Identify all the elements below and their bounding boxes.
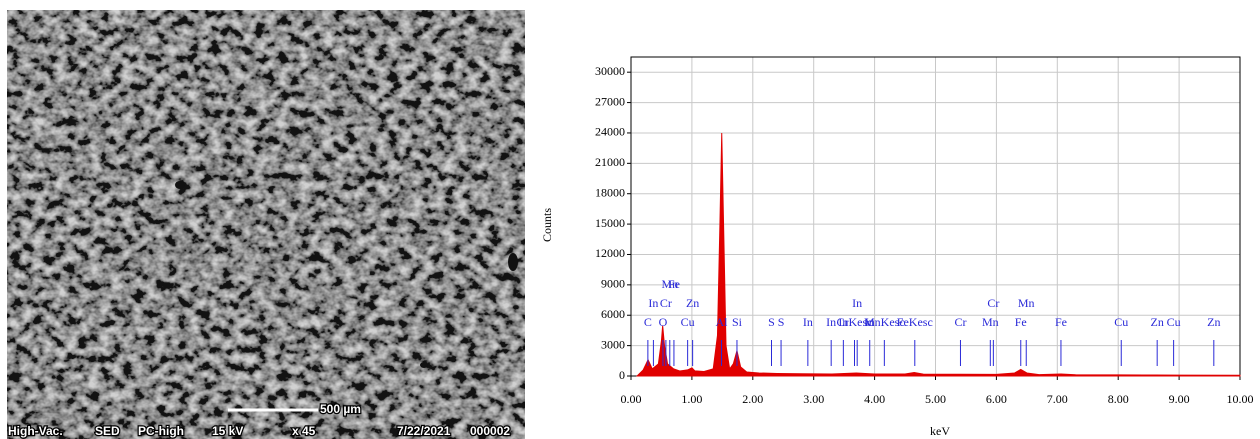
- x-tick-label: 7.00: [1047, 392, 1068, 406]
- x-tick-label: 2.00: [742, 392, 763, 406]
- element-label: In: [865, 315, 875, 329]
- element-label: O: [659, 315, 668, 329]
- element-label: Zn: [686, 296, 699, 310]
- sem-pore: [420, 362, 428, 368]
- element-label: Cu: [1167, 315, 1181, 329]
- x-tick-label: 5.00: [925, 392, 946, 406]
- element-label: In: [852, 296, 862, 310]
- element-label: CrKesc: [837, 315, 873, 329]
- element-label: Si: [732, 315, 743, 329]
- element-label: In: [838, 315, 848, 329]
- y-tick-label: 15000: [595, 216, 625, 230]
- element-label: Cr: [954, 315, 966, 329]
- chart: Counts keV 0 3000 6000 9000 12000 15000 18000 2…: [540, 56, 1254, 438]
- x-tick-label: 0.00: [621, 392, 642, 406]
- element-label: Cr: [660, 296, 672, 310]
- x-tick-label: 8.00: [1108, 392, 1129, 406]
- element-label: In: [648, 296, 658, 310]
- info-bar-item: 000002: [470, 424, 510, 438]
- element-label: Mn: [1018, 296, 1035, 310]
- y-tick-label: 6000: [601, 307, 625, 321]
- element-label: Al: [715, 315, 728, 329]
- info-bar: High-Vac. SED PC-high 15 kV x 45 7/22/2021 000…: [7, 423, 512, 439]
- sem-image: 500 µm High-Vac. SED PC-high 15 kV x 45 7/22/…: [7, 10, 525, 439]
- y-tick-label: 12000: [595, 246, 625, 260]
- y-tick-label: 30000: [595, 64, 625, 78]
- element-label: Fe: [1055, 315, 1067, 329]
- element-label: Mn: [982, 315, 999, 329]
- y-tick-label: 9000: [601, 277, 625, 291]
- sem-pore: [508, 253, 518, 271]
- y-tick-label: 27000: [595, 94, 625, 108]
- info-bar-item: SED: [95, 424, 120, 438]
- y-tick-label: 3000: [601, 337, 625, 351]
- spectrum-area: [635, 132, 1241, 377]
- element-label: Zn: [1151, 315, 1164, 329]
- x-tick-label: 4.00: [864, 392, 885, 406]
- element-label: MnKesc: [864, 315, 905, 329]
- y-tick-label: 18000: [595, 185, 625, 199]
- element-label: S: [778, 315, 785, 329]
- element-label: S: [768, 315, 775, 329]
- element-label: Fe: [668, 277, 680, 291]
- info-bar-item: x 45: [292, 424, 316, 438]
- y-tick-label: 24000: [595, 125, 625, 139]
- scale-bar-label: 500 µm: [320, 402, 361, 416]
- y-axis-label: Counts: [540, 208, 554, 242]
- sem-texture: [7, 10, 525, 439]
- sem-pore: [175, 181, 185, 189]
- y-tick-label: 21000: [595, 155, 625, 169]
- element-label: Mn: [661, 277, 678, 291]
- info-bar-item: 7/22/2021: [397, 424, 451, 438]
- element-label: C: [644, 315, 652, 329]
- element-label: Cu: [1114, 315, 1128, 329]
- y-tick-label: 0: [619, 368, 625, 382]
- element-label: Fe: [1015, 315, 1027, 329]
- element-label: FeKesc: [897, 315, 933, 329]
- x-tick-label: 3.00: [803, 392, 824, 406]
- element-label: In: [826, 315, 836, 329]
- element-label: Cr: [987, 296, 999, 310]
- element-label: In: [803, 315, 813, 329]
- x-tick-label: 10.00: [1227, 392, 1254, 406]
- x-tick-label: 1.00: [681, 392, 702, 406]
- info-bar-item: High-Vac.: [8, 424, 63, 438]
- x-tick-label: 9.00: [1169, 392, 1190, 406]
- info-bar-item: 15 kV: [212, 424, 243, 438]
- info-bar-item: PC-high: [138, 424, 184, 438]
- x-axis-label: keV: [930, 424, 950, 438]
- x-tick-label: 6.00: [986, 392, 1007, 406]
- element-label: Zn: [1207, 315, 1220, 329]
- element-label: Cu: [681, 315, 695, 329]
